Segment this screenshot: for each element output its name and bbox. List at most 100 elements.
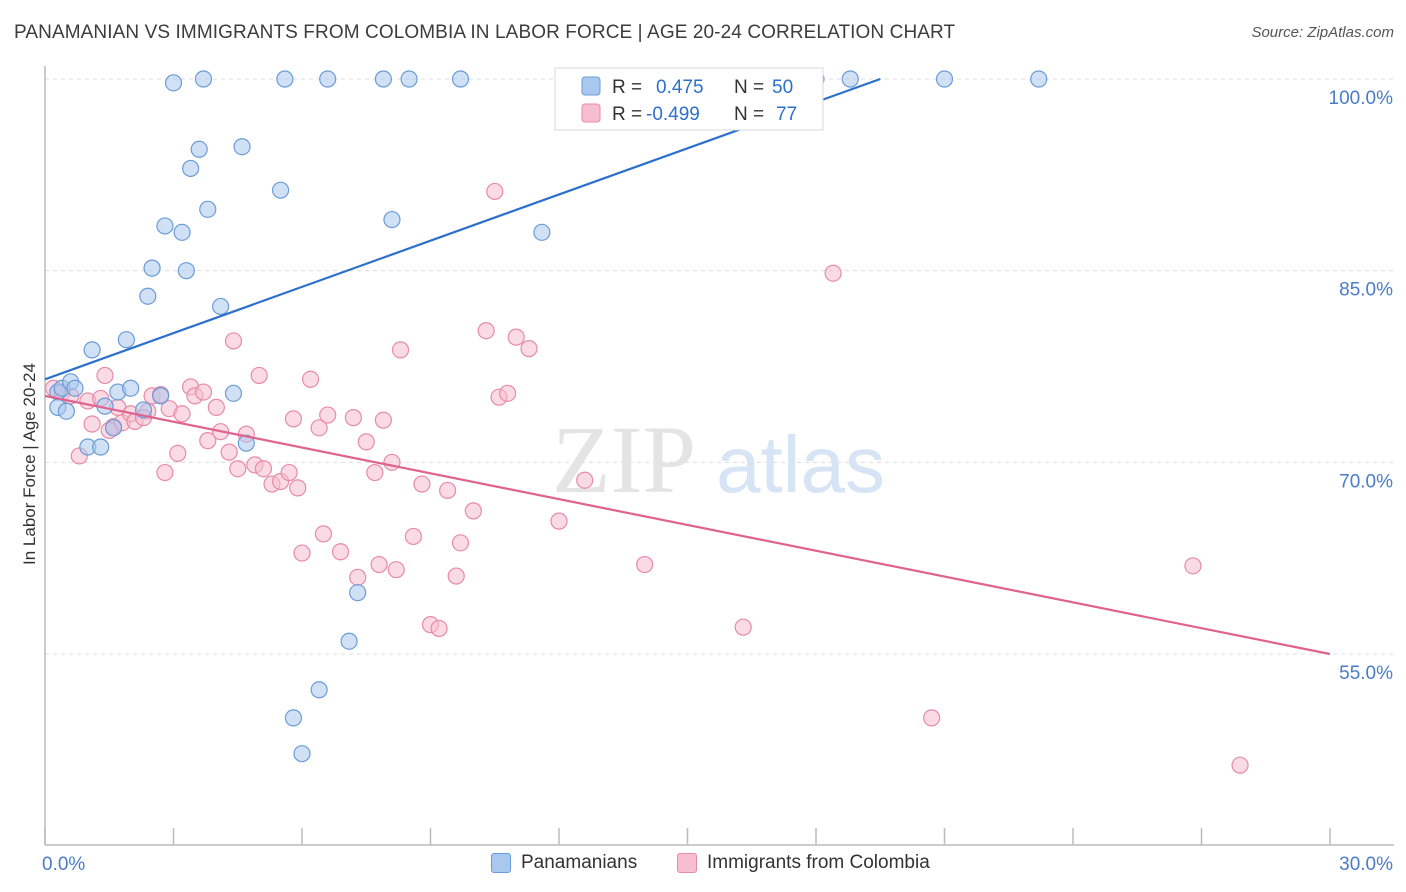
colombia-point	[169, 444, 187, 462]
colombia-point	[229, 460, 247, 478]
trend-lines	[44, 77, 1331, 656]
panamanians-point	[533, 223, 551, 241]
colombia-point	[1231, 756, 1249, 774]
colombia-point	[83, 415, 101, 433]
chart-title: PANAMANIAN VS IMMIGRANTS FROM COLOMBIA I…	[14, 22, 956, 43]
colombia-point	[383, 453, 401, 471]
panamanians-point	[1030, 70, 1048, 88]
panamanians-point	[383, 210, 401, 229]
source-credit: Source: ZipAtlas.com	[1251, 24, 1394, 41]
panamanians-point	[66, 379, 84, 397]
colombia-point	[550, 512, 568, 530]
colombia-point	[1184, 557, 1202, 575]
colombia-point	[96, 366, 114, 385]
colombia-point	[199, 432, 217, 450]
colombia-point	[447, 567, 465, 585]
panamanians-point	[177, 262, 195, 280]
watermark: ZIP atlas	[552, 406, 885, 513]
colombia-point	[413, 475, 431, 493]
panamanians-point	[400, 70, 418, 88]
legend-item-colombia[interactable]: Immigrants from Colombia	[677, 852, 930, 874]
panamanians-point	[57, 402, 76, 420]
panamanians-point	[139, 287, 157, 305]
panamanians-point	[83, 341, 101, 359]
x-tick-label: 30.0%	[1339, 854, 1393, 875]
colombia-point	[923, 709, 941, 727]
colombia-point	[499, 384, 517, 402]
colombia-point	[280, 463, 298, 482]
legend-n-label: N =	[734, 77, 764, 98]
panamanians-point	[841, 70, 859, 88]
legend-r-value: 0.475	[656, 77, 704, 98]
panamanians-point	[935, 70, 954, 88]
colombia-point	[284, 410, 303, 428]
colombia-trend-line	[44, 394, 1331, 656]
colombia-point	[464, 502, 482, 520]
panamanians-point	[212, 297, 230, 316]
y-tick-label: 85.0%	[1339, 280, 1393, 301]
watermark-atlas: atlas	[716, 420, 885, 509]
panamanians-point	[237, 434, 255, 452]
colombia-point	[520, 340, 538, 358]
legend-label-panamanians: Panamanians	[521, 852, 638, 873]
tick-labels: 100.0% 85.0% 70.0% 55.0% 0.0% 30.0%	[42, 88, 1393, 875]
legend-n-value: 50	[772, 77, 793, 98]
stats-legend: R = 0.475 N = 50 R = -0.499 N = 77	[554, 67, 824, 131]
panamanians-point	[374, 70, 392, 88]
colombia-point	[331, 543, 350, 561]
legend-swatch-pink	[581, 103, 601, 123]
x-tick-label: 0.0%	[42, 854, 85, 875]
panamanians-point	[156, 217, 174, 235]
panamanians-point	[182, 159, 200, 178]
colombia-point	[366, 463, 384, 482]
colombia-point	[156, 463, 174, 482]
colombia-point	[254, 460, 273, 478]
colombia-point	[349, 568, 367, 586]
panamanians-point	[224, 384, 243, 402]
series-panamanians-points	[49, 70, 1048, 763]
panamanians-point	[276, 70, 294, 88]
colombia-point	[319, 406, 337, 424]
panamanians-point	[190, 140, 208, 158]
colombia-point	[370, 555, 388, 574]
y-tick-label: 100.0%	[1329, 88, 1394, 109]
legend-r-value: -0.499	[646, 104, 700, 125]
y-tick-label: 70.0%	[1339, 471, 1393, 492]
panamanians-point	[117, 331, 135, 349]
panamanians-point	[152, 387, 170, 405]
colombia-point	[293, 544, 311, 562]
panamanians-point	[271, 181, 290, 199]
watermark-zip: ZIP	[552, 406, 696, 513]
panamanians-point	[451, 70, 470, 88]
series-legend: Panamanians Immigrants from Colombia	[0, 852, 1406, 878]
legend-r-label: R =	[612, 104, 642, 125]
panamanians-point	[173, 223, 191, 241]
legend-r-label: R =	[612, 77, 642, 98]
colombia-point	[207, 398, 225, 416]
legend-swatch-blue	[491, 853, 511, 873]
colombia-point	[391, 341, 410, 359]
colombia-point	[636, 555, 654, 574]
colombia-point	[387, 561, 405, 579]
colombia-point	[310, 419, 328, 437]
legend-n-label: N =	[734, 104, 764, 125]
colombia-point	[734, 618, 752, 636]
colombia-point	[194, 383, 213, 401]
legend-swatch-pink	[677, 853, 697, 873]
legend-item-panamanians[interactable]: Panamanians	[491, 852, 637, 874]
panamanians-point	[143, 259, 161, 277]
colombia-point	[430, 619, 448, 638]
panamanians-point	[284, 709, 303, 727]
panamanians-point	[122, 379, 140, 397]
legend-swatch-blue	[581, 76, 601, 96]
panamanians-point	[349, 584, 367, 602]
colombia-point	[224, 332, 243, 350]
panamanians-point	[194, 70, 213, 88]
y-tick-label: 55.0%	[1339, 663, 1393, 684]
colombia-point	[507, 328, 525, 346]
y-axis-label: In Labor Force | Age 20-24	[20, 363, 39, 565]
panamanians-point	[92, 438, 110, 456]
colombia-point	[486, 182, 504, 201]
colombia-point	[250, 366, 268, 385]
colombia-point	[301, 370, 320, 388]
